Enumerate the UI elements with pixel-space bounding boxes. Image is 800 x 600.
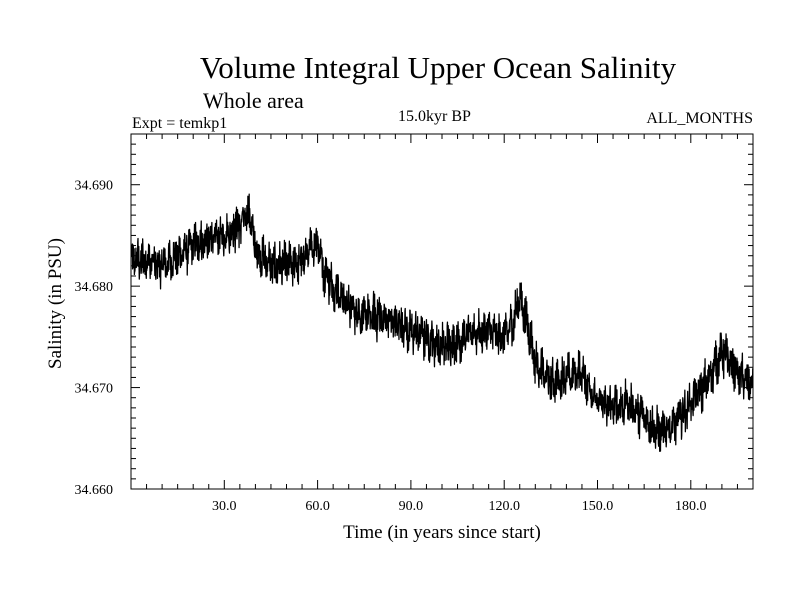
y-tick-label: 34.660 [75,483,114,498]
plot-area [130,133,754,490]
chart-subtitle: Whole area [203,88,304,113]
x-tick-label: 30.0 [212,499,237,514]
y-tick-label: 34.690 [75,179,114,194]
x-tick-label: 60.0 [305,499,330,514]
x-tick-label: 180.0 [675,499,707,514]
x-axis-label: Time (in years since start) [343,522,541,543]
period-label: 15.0kyr BP [398,108,471,125]
months-label: ALL_MONTHS [646,110,753,127]
x-tick-label: 90.0 [399,499,424,514]
x-tick-label: 120.0 [488,499,520,514]
y-axis-label: Salinity (in PSU) [45,238,66,369]
y-tick-label: 34.680 [75,280,114,295]
chart-title: Volume Integral Upper Ocean Salinity [199,50,677,85]
experiment-label: Expt = temkp1 [132,115,228,132]
salinity-series-line [130,193,754,452]
axis-ticks [131,134,753,489]
x-tick-label: 150.0 [582,499,614,514]
tick-labels: 30.0 60.0 90.0 120.0 150.0 180.0 34.660 34.670 3… [75,179,707,514]
y-tick-label: 34.670 [75,382,114,397]
